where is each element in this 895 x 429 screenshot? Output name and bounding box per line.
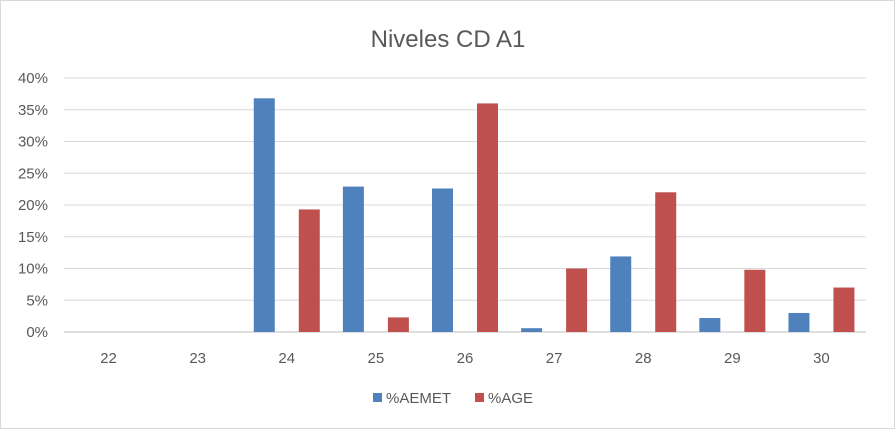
chart-title: Niveles CD A1: [371, 26, 526, 53]
bar: [744, 269, 766, 332]
legend-swatch: [373, 393, 382, 402]
legend-label: %AEMET: [386, 390, 451, 407]
bar: [521, 328, 543, 332]
x-tick-label: 29: [724, 350, 741, 367]
x-tick-label: 24: [278, 350, 295, 367]
y-tick-label: 5%: [26, 292, 48, 309]
legend-swatch: [475, 393, 484, 402]
y-tick-label: 10%: [18, 261, 48, 278]
y-tick-label: 0%: [26, 324, 48, 341]
y-tick-label: 15%: [18, 229, 48, 246]
bar: [387, 317, 409, 332]
y-tick-label: 40%: [18, 70, 48, 87]
x-tick-label: 22: [100, 350, 117, 367]
y-axis-ticks: 0% 5% 10% 15% 20% 25% 30% 35% 40%: [18, 70, 48, 341]
bar: [566, 268, 588, 332]
bar: [477, 103, 498, 333]
y-tick-label: 35%: [18, 102, 48, 119]
y-tick-label: 25%: [18, 165, 48, 182]
x-tick-label: 27: [546, 350, 563, 367]
bar: [610, 256, 632, 332]
bar: [432, 188, 453, 332]
bar: [655, 192, 677, 332]
x-axis-ticks: 22 23 24 25 26 27 28 29 30: [100, 350, 830, 367]
x-tick-label: 26: [457, 350, 474, 367]
legend: %AEMET %AGE: [373, 390, 533, 407]
x-tick-label: 28: [635, 350, 652, 367]
x-tick-label: 25: [368, 350, 385, 367]
bar: [342, 186, 364, 332]
bar: [699, 318, 721, 332]
bar: [298, 209, 320, 332]
bar: [788, 312, 810, 332]
y-tick-label: 30%: [18, 134, 48, 151]
gridlines: [64, 77, 866, 333]
bar: [253, 98, 275, 332]
x-tick-label: 23: [189, 350, 206, 367]
bars: [253, 98, 855, 333]
x-tick-label: 30: [813, 350, 830, 367]
bar: [833, 287, 855, 332]
legend-label: %AGE: [488, 390, 533, 407]
y-tick-label: 20%: [18, 197, 48, 214]
